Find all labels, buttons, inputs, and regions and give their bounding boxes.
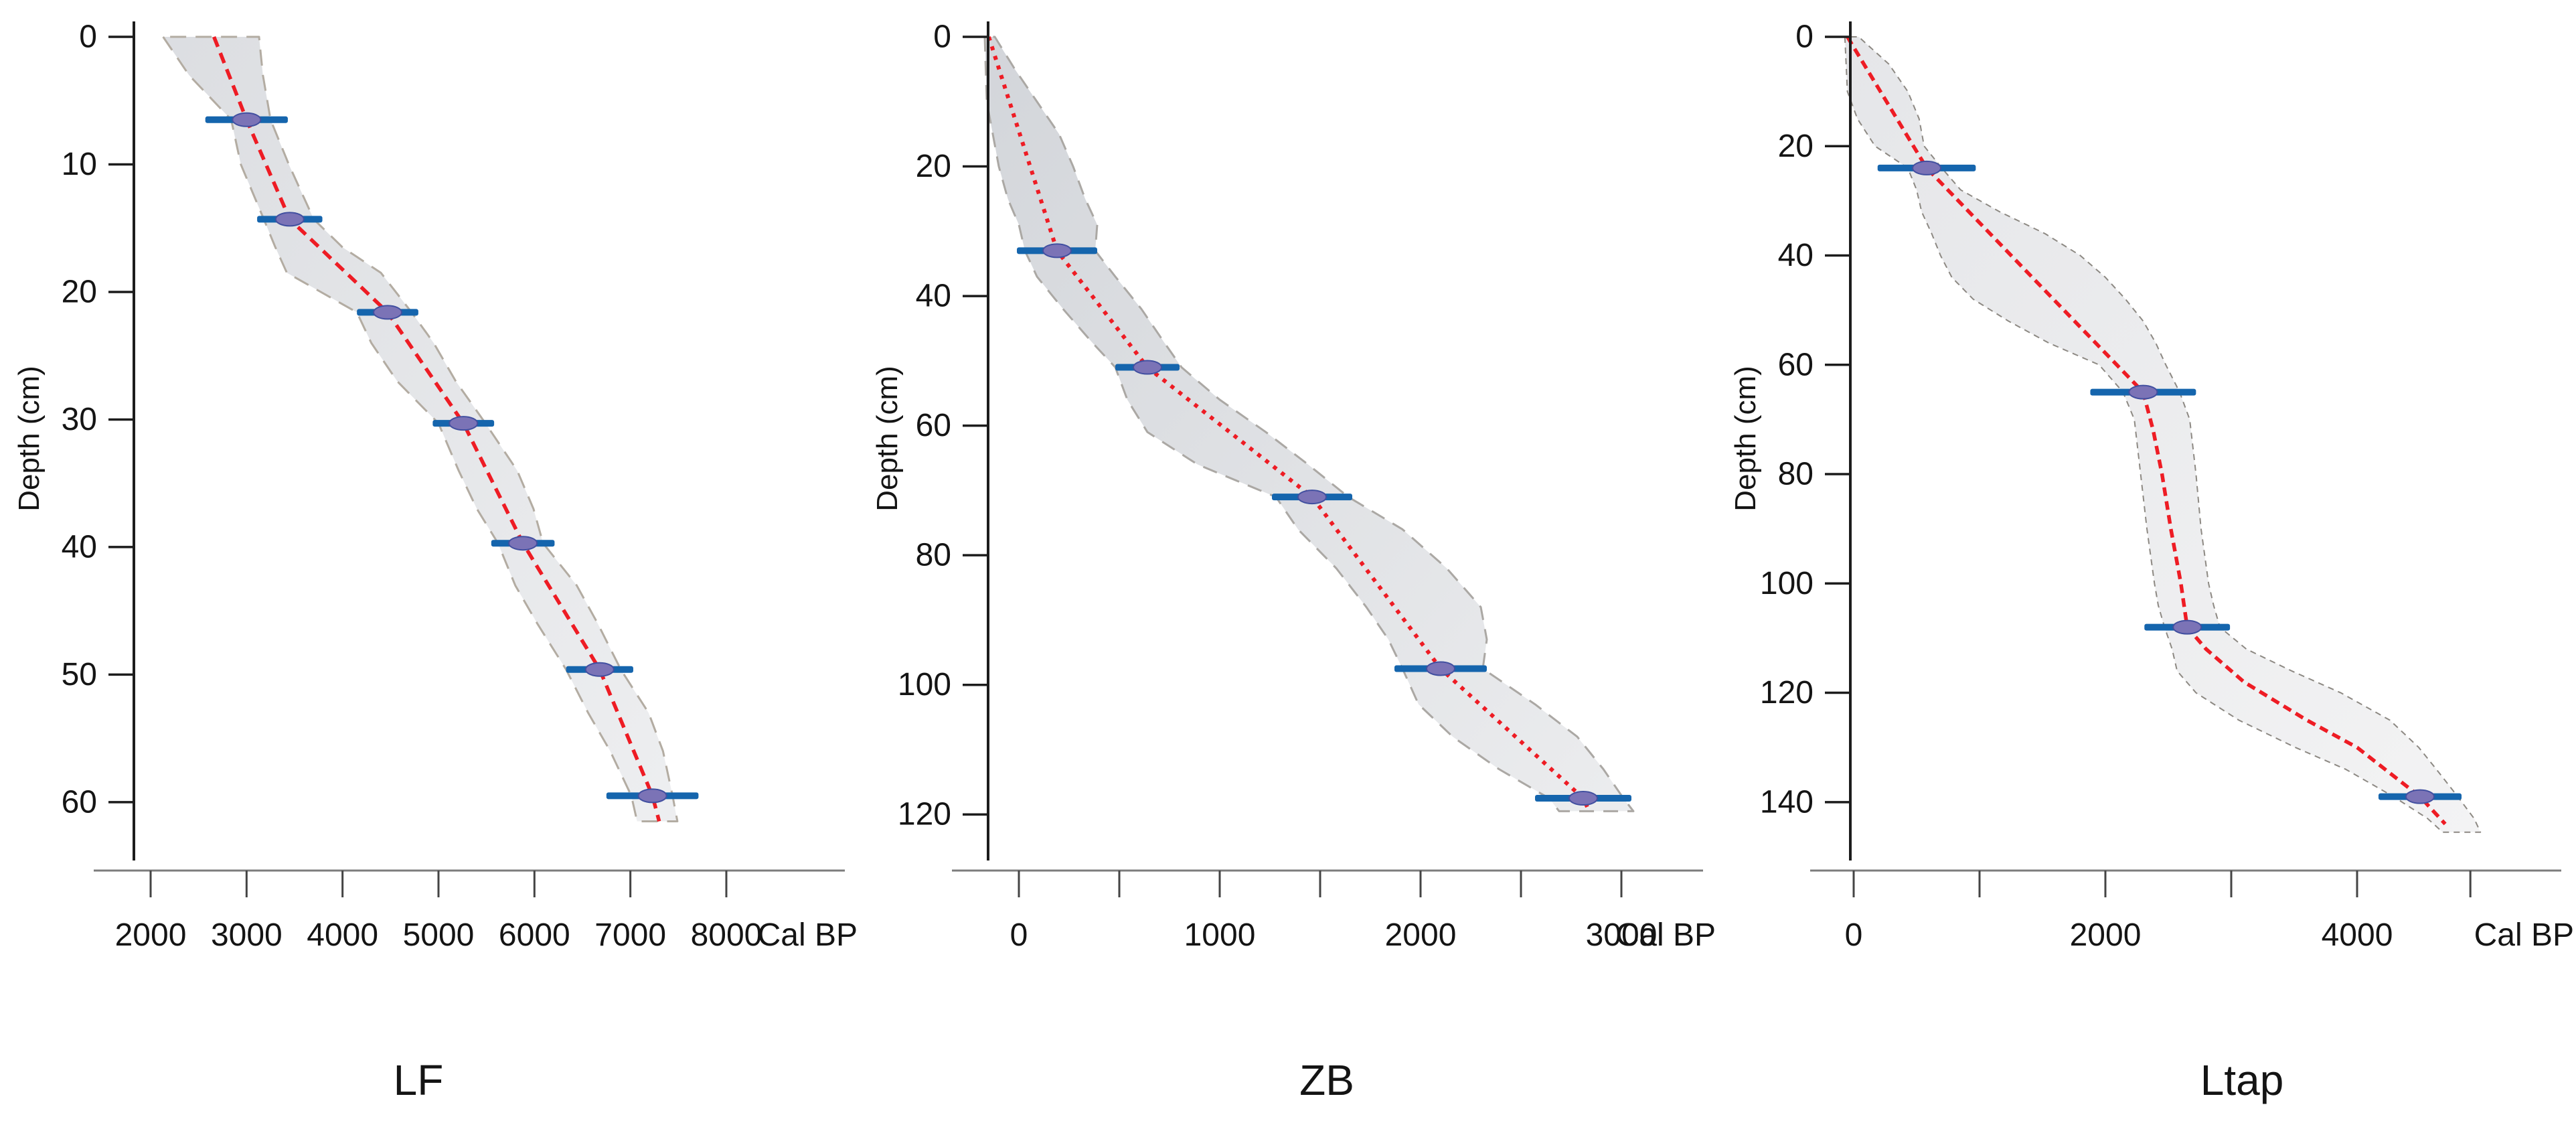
age-depth-chart-lf: 0 10 20 30 40 50 60 Depth (cm) 2000 3000 4000 5000 6… (13, 19, 858, 1105)
date-marker (1042, 243, 1072, 258)
panel-title: ZB (1299, 1056, 1354, 1104)
date-marker (508, 536, 538, 551)
date-marker (637, 788, 667, 804)
y-tick-label: 100 (898, 667, 951, 702)
y-tick-label: 100 (1760, 566, 1814, 601)
y-tick-label: 0 (79, 19, 97, 55)
y-tick-label: 50 (62, 657, 97, 692)
y-tick-label: 80 (1778, 457, 1814, 492)
y-axis-title: Depth (cm) (13, 366, 46, 512)
date-marker (1912, 160, 1942, 175)
date-marker (1426, 661, 1455, 676)
panel-zb: 0 20 40 60 80 100 120 Depth (cm) 0 1000 2000 3000 Ca… (858, 0, 1716, 1123)
date-marker (2405, 789, 2435, 804)
y-tick-label: 60 (916, 408, 951, 443)
y-tick-label: 40 (916, 279, 951, 314)
y-tick-label: 20 (62, 274, 97, 309)
y-tick-label: 80 (916, 538, 951, 573)
y-tick-label: 0 (1795, 19, 1814, 55)
x-tick-label: 2000 (1385, 917, 1457, 953)
y-tick-label: 140 (1760, 784, 1814, 820)
x-axis-unit-label: Cal BP (2474, 917, 2574, 953)
confidence-envelope (1844, 36, 2482, 833)
date-marker (2172, 619, 2202, 635)
x-tick-label: 0 (1845, 917, 1863, 953)
x-tick-label: 7000 (594, 917, 666, 953)
age-depth-chart-zb: 0 20 40 60 80 100 120 Depth (cm) 0 1000 2000 3000Ca… (871, 19, 1716, 1105)
x-tick-label: 4000 (2322, 917, 2393, 953)
date-marker (373, 305, 403, 320)
y-axis-title: Depth (cm) (871, 366, 904, 512)
y-tick-label: 60 (1778, 347, 1814, 382)
y-tick-label: 60 (62, 784, 97, 820)
x-axis-unit-label: Cal BP (758, 917, 858, 953)
x-tick-label: 0 (1010, 917, 1028, 953)
panel-lf: 0 10 20 30 40 50 60 Depth (cm) 2000 3000 4000 5000 6… (0, 0, 858, 1123)
y-tick-label: 20 (916, 149, 951, 184)
x-tick-label: 1000 (1184, 917, 1256, 953)
confidence-envelope (983, 35, 1635, 812)
y-tick-label: 20 (1778, 129, 1814, 164)
x-tick-label: 4000 (307, 917, 378, 953)
y-axis-title: Depth (cm) (1729, 366, 1762, 512)
date-marker (232, 112, 262, 127)
y-tick-label: 10 (62, 147, 97, 182)
x-tick-label: 5000 (403, 917, 475, 953)
x-tick-label: 8000 (691, 917, 762, 953)
x-tick-label: 2000 (115, 917, 187, 953)
panel-ltap: 0 20 40 60 80 100 120 140 Depth (cm) 0 2000 4000 Cal… (1716, 0, 2575, 1123)
date-marker (2128, 384, 2158, 400)
age-depth-chart-ltap: 0 20 40 60 80 100 120 140 Depth (cm) 0 2000 4000 Cal… (1729, 19, 2574, 1105)
y-tick-label: 120 (898, 797, 951, 832)
x-tick-label: 2000 (2070, 917, 2142, 953)
x-tick-label: 3000 (211, 917, 283, 953)
date-marker (274, 212, 305, 227)
y-tick-label: 40 (62, 529, 97, 565)
x-tick-label: 3000 (1586, 917, 1658, 953)
y-tick-label: 120 (1760, 675, 1814, 710)
date-marker (1297, 490, 1327, 505)
date-marker (584, 662, 615, 677)
date-marker (449, 416, 479, 431)
y-tick-label: 0 (933, 19, 951, 55)
y-tick-label: 40 (1778, 238, 1814, 273)
date-marker (1133, 360, 1162, 375)
date-marker (1568, 791, 1598, 806)
panel-title: LF (394, 1056, 444, 1104)
panel-title: Ltap (2200, 1056, 2284, 1104)
x-axis-unit-label: Cal BP (1616, 917, 1716, 953)
model-line (212, 35, 661, 822)
confidence-envelope (162, 35, 679, 822)
y-tick-label: 30 (62, 402, 97, 437)
x-tick-label: 6000 (499, 917, 570, 953)
